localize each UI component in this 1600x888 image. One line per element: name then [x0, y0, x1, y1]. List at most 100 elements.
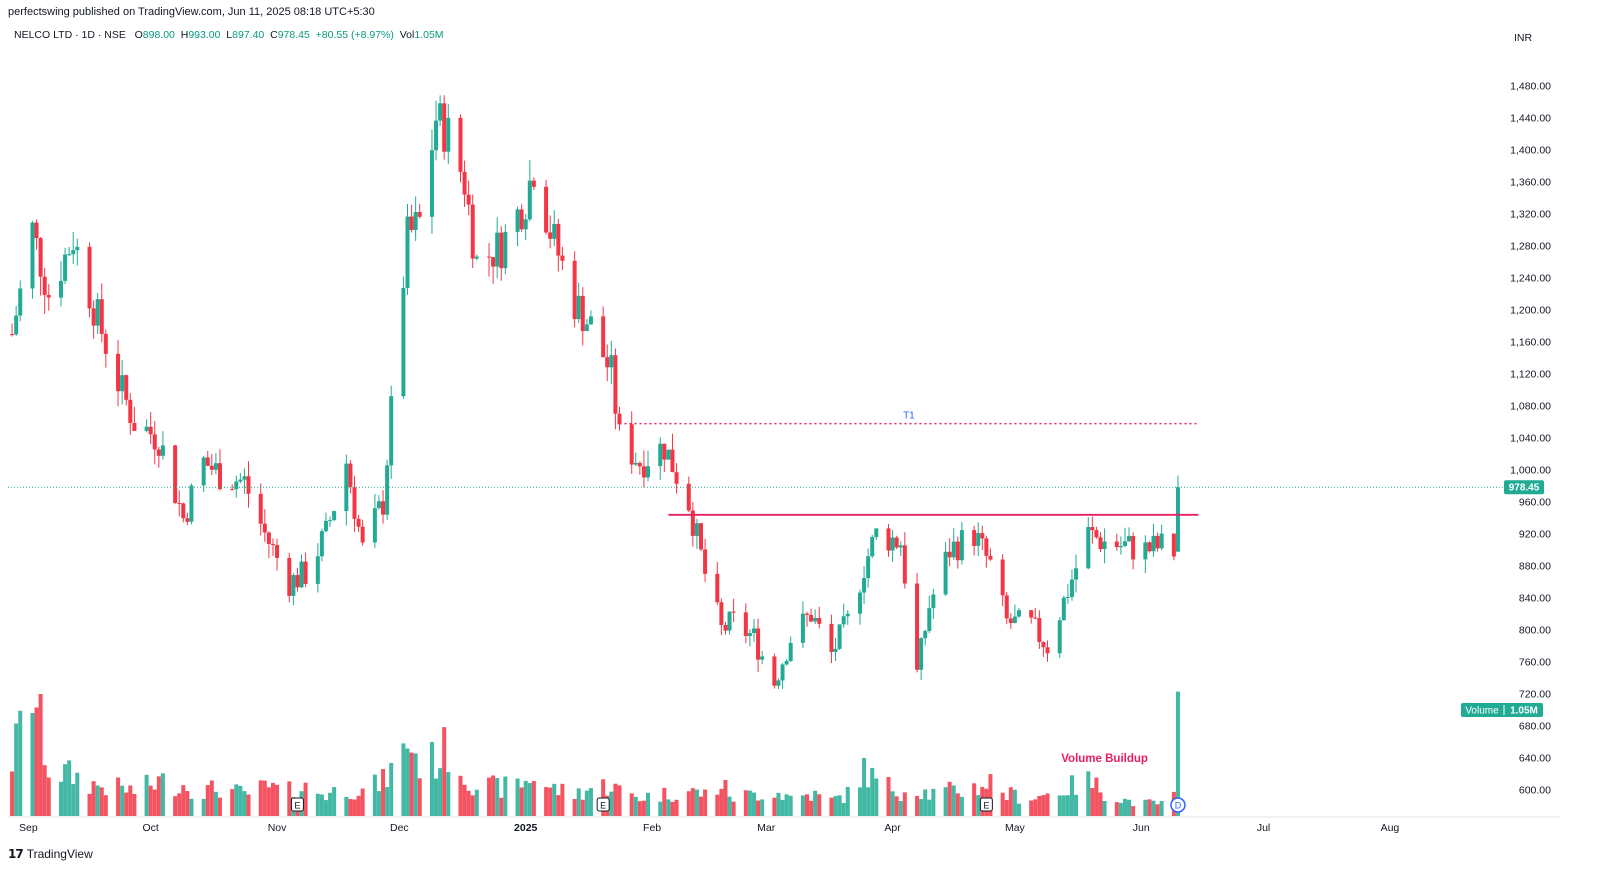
volume-bar [1057, 795, 1062, 816]
y-tick-label: 720.00 [1519, 689, 1551, 701]
earnings-marker-icon[interactable] [596, 797, 610, 812]
volume-bar [319, 794, 324, 816]
candle-body [931, 594, 936, 609]
candle-body [42, 276, 47, 295]
volume-bar [552, 783, 557, 816]
volume-bar [124, 792, 129, 816]
candle-body [234, 481, 239, 490]
volume-bar [588, 788, 593, 816]
y-tick-label: 760.00 [1519, 657, 1551, 669]
volume-bar [833, 796, 838, 816]
candle-body [275, 545, 280, 558]
volume-bar [103, 795, 108, 816]
price-scale[interactable]: 600.00 640.00 680.00 720.00 760.00 800.00 840.… [1461, 81, 1551, 797]
candle-body [173, 445, 178, 503]
volume-bar [91, 781, 96, 816]
last-price-tag[interactable] [1504, 480, 1544, 495]
volume-bar [75, 772, 80, 816]
candle-body [527, 180, 532, 220]
volume-bar [1012, 789, 1017, 816]
volume-bar [470, 795, 475, 816]
candle-body [556, 223, 561, 256]
candle-body [804, 613, 809, 615]
volume-bar [1127, 799, 1132, 816]
volume-bar [258, 780, 263, 816]
volume-bar [690, 788, 695, 816]
volume-bar [413, 753, 418, 816]
earnings-marker-label: E [294, 801, 300, 811]
volume-bar [344, 796, 349, 816]
candle-body [727, 611, 732, 631]
candle-body [14, 315, 19, 335]
x-tick-label: Apr [884, 822, 901, 834]
candle-body [902, 545, 907, 584]
candle-body [723, 624, 728, 631]
candle-body [699, 523, 704, 550]
currency-label: INR [1514, 32, 1533, 44]
candle-body [1033, 617, 1038, 619]
volume-bar [446, 772, 451, 816]
dividend-marker-icon[interactable] [1170, 797, 1186, 813]
volume-bar [434, 778, 439, 816]
candle-body [71, 250, 76, 255]
volume-bar [14, 723, 19, 816]
volume-badge[interactable] [1461, 703, 1543, 717]
volume-bar [389, 763, 394, 816]
candle-body [201, 457, 206, 486]
y-tick-label: 1,080.00 [1510, 401, 1551, 413]
candle-body [470, 204, 475, 259]
volume-bar [866, 787, 871, 816]
earnings-marker-label: E [983, 801, 989, 811]
candle-body [841, 616, 846, 625]
volume-bar [348, 798, 353, 816]
volume-bar [1147, 799, 1152, 816]
volume-bar [234, 784, 239, 816]
candle-body [686, 483, 691, 511]
candle-body [156, 449, 161, 456]
volume-bar [323, 800, 328, 816]
volume-bar [727, 796, 732, 816]
volume-bar [817, 794, 822, 816]
candle-body [788, 642, 793, 662]
earnings-marker-icon[interactable] [979, 797, 993, 812]
candle-body [637, 462, 642, 467]
volume-bar [988, 774, 993, 816]
volume-bar [181, 785, 186, 816]
volume-bar [715, 794, 720, 816]
candle-body [531, 180, 536, 187]
candle-body [1016, 610, 1021, 617]
volume-bar [1102, 800, 1107, 816]
volume-bar [385, 787, 390, 816]
volume-bar [173, 796, 178, 816]
volume-bar [943, 787, 948, 816]
candle-body [1175, 487, 1180, 552]
volume-bar [752, 792, 756, 816]
candle-body [63, 254, 68, 281]
tradingview-brand[interactable]: 𝟭𝟳 TradingView [8, 847, 93, 861]
volume-bar [266, 787, 271, 816]
earnings-marker-icon[interactable] [290, 797, 304, 812]
volume-bar [201, 798, 206, 816]
candle-body [1008, 618, 1013, 623]
candle-body [474, 256, 479, 259]
volume-bar [217, 797, 222, 816]
candle-body [189, 485, 194, 522]
candle-body [103, 333, 108, 354]
volume-bar [923, 789, 928, 816]
dividend-marker-label: D [1175, 801, 1182, 811]
close-label: C [270, 29, 278, 41]
volume-bar [152, 789, 157, 816]
candle-body [1069, 579, 1074, 597]
volume-bars [10, 691, 1180, 816]
y-tick-label: 1,360.00 [1510, 177, 1551, 189]
volume-bar [417, 778, 422, 816]
volume-bar [270, 782, 275, 816]
candle-body [666, 449, 671, 460]
open-label: O [134, 29, 143, 41]
volume-bar [898, 800, 903, 816]
candle-body [760, 656, 765, 660]
candle-body [1147, 542, 1152, 552]
candle-body [217, 463, 222, 490]
